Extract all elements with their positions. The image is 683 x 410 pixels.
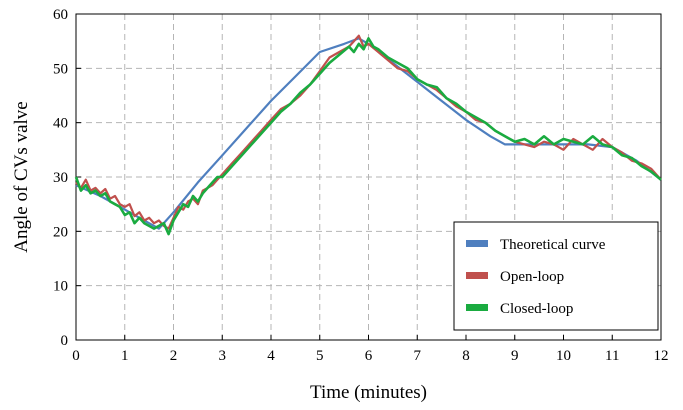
x-tick-label: 3 <box>219 348 227 364</box>
y-tick-label: 0 <box>61 333 69 349</box>
legend-label: Open-loop <box>500 269 564 285</box>
x-axis-ticks: 0 1 2 3 4 5 6 7 8 9 10 11 12 <box>72 335 669 364</box>
y-tick-label: 60 <box>53 7 68 23</box>
y-tick-label: 30 <box>53 170 68 186</box>
x-tick-label: 10 <box>556 348 571 364</box>
y-tick-label: 50 <box>53 61 68 77</box>
x-tick-label: 6 <box>365 348 373 364</box>
x-tick-label: 1 <box>121 348 129 364</box>
x-tick-label: 8 <box>462 348 470 364</box>
legend-swatch <box>466 272 488 279</box>
x-tick-label: 5 <box>316 348 324 364</box>
x-tick-label: 2 <box>170 348 178 364</box>
y-tick-label: 20 <box>53 224 68 240</box>
x-axis-label: Time (minutes) <box>310 382 427 403</box>
x-tick-label: 4 <box>267 348 275 364</box>
legend-swatch <box>466 240 488 247</box>
y-tick-label: 10 <box>53 279 68 295</box>
legend-label: Theoretical curve <box>500 237 606 253</box>
y-axis-ticks: 0 10 20 30 40 50 60 <box>53 7 81 349</box>
x-tick-label: 12 <box>654 348 669 364</box>
grid-lines <box>76 14 661 340</box>
series-layer <box>74 34 662 236</box>
y-axis-label: Angle of CVs valve <box>11 101 32 252</box>
x-tick-label: 9 <box>511 348 519 364</box>
legend-label: Closed-loop <box>500 301 573 317</box>
x-tick-label: 0 <box>72 348 80 364</box>
legend: Theoretical curve Open-loop Closed-loop <box>453 221 659 331</box>
x-tick-label: 11 <box>605 348 619 364</box>
legend-swatch <box>466 304 488 311</box>
y-tick-label: 40 <box>53 116 68 132</box>
x-tick-label: 7 <box>414 348 422 364</box>
series-line-closed-loop <box>74 37 662 236</box>
